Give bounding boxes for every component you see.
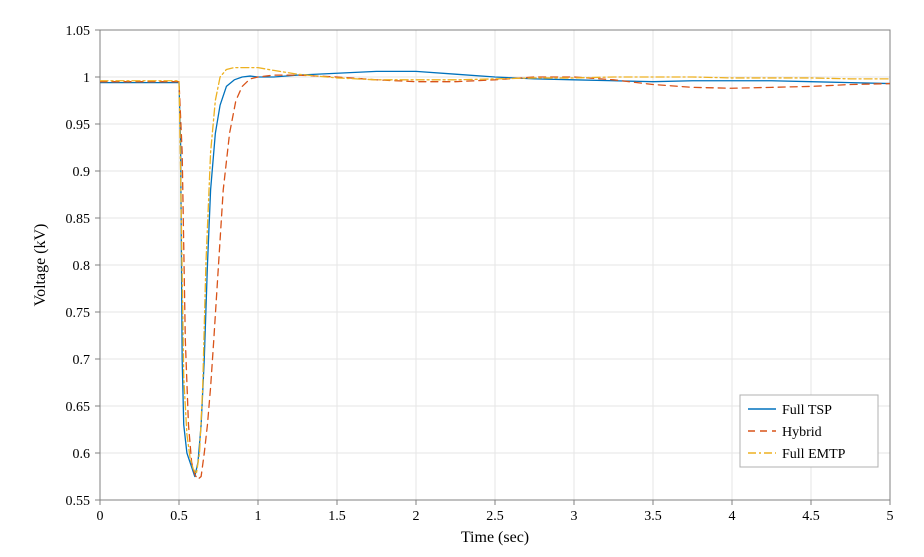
chart-svg: 0 0.5 1 1.5 2 2.5 3 3.5 4 4.5 5 0.55 0.6 0.65 0.7 0.75… (0, 0, 924, 557)
legend-label: Full TSP (782, 403, 832, 418)
legend-label: Full EMTP (782, 447, 846, 462)
y-ticks: 0.55 0.6 0.65 0.7 0.75 0.8 0.85 0.9 0.95 1 1.05 (66, 24, 101, 509)
x-tick-label: 4 (729, 509, 736, 524)
y-tick-label: 0.95 (66, 118, 91, 133)
x-tick-label: 2.5 (486, 509, 504, 524)
x-tick-label: 3 (571, 509, 578, 524)
x-tick-label: 5 (887, 509, 894, 524)
y-axis-label: Voltage (kV) (32, 224, 49, 307)
y-tick-label: 1 (83, 71, 90, 86)
x-tick-label: 3.5 (644, 509, 662, 524)
x-tick-label: 0.5 (170, 509, 188, 524)
y-tick-label: 0.65 (66, 400, 91, 415)
legend: Full TSP Hybrid Full EMTP (740, 395, 878, 467)
legend-label: Hybrid (782, 425, 822, 440)
x-ticks: 0 0.5 1 1.5 2 2.5 3 3.5 4 4.5 5 (97, 500, 894, 524)
y-tick-label: 0.6 (73, 447, 91, 462)
y-tick-label: 1.05 (66, 24, 91, 39)
y-tick-label: 0.8 (73, 259, 91, 274)
x-tick-label: 0 (97, 509, 104, 524)
y-tick-label: 0.55 (66, 494, 91, 509)
y-tick-label: 0.7 (73, 353, 91, 368)
x-axis-label: Time (sec) (461, 529, 529, 546)
voltage-time-chart: 0 0.5 1 1.5 2 2.5 3 3.5 4 4.5 5 0.55 0.6 0.65 0.7 0.75… (0, 0, 924, 557)
y-tick-label: 0.85 (66, 212, 91, 227)
y-tick-label: 0.75 (66, 306, 91, 321)
x-tick-label: 1 (255, 509, 262, 524)
y-tick-label: 0.9 (73, 165, 91, 180)
x-tick-label: 1.5 (328, 509, 346, 524)
x-tick-label: 2 (413, 509, 420, 524)
x-tick-label: 4.5 (802, 509, 820, 524)
